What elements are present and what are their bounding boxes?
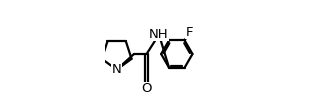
Text: N: N	[112, 63, 121, 76]
Text: F: F	[186, 25, 193, 39]
Text: NH: NH	[149, 28, 169, 41]
Text: O: O	[141, 82, 152, 95]
